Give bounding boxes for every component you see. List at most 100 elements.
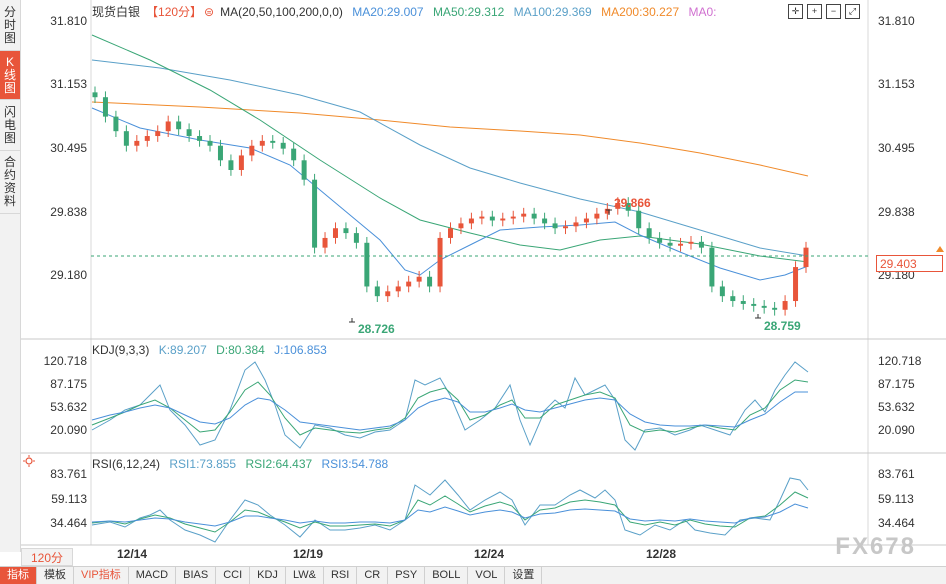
- tab-label-char: 电: [3, 117, 16, 132]
- ma50-value: MA50:29.312: [432, 5, 505, 19]
- date-label: 12/14: [117, 547, 147, 561]
- tab-settings[interactable]: 设置: [505, 567, 543, 584]
- chart-toolbar: ✛ + − ⤢: [788, 4, 860, 19]
- tab-lw[interactable]: LW&: [286, 567, 324, 584]
- settings-sun-icon: [23, 455, 35, 467]
- kdj-d-line: [91, 391, 808, 431]
- candle-body: [322, 237, 328, 248]
- tab-label-char: 线: [3, 67, 16, 82]
- high-annotation: 29.866: [614, 196, 651, 210]
- crosshair-icon[interactable]: ✛: [788, 4, 803, 19]
- candle-body: [594, 213, 600, 219]
- tab-label-char: 合: [3, 155, 16, 169]
- ma-params: MA(20,50,100,200,0,0): [220, 5, 343, 19]
- candle-body: [343, 228, 349, 234]
- candle-body: [479, 216, 485, 219]
- kdj-legend: KDJ(9,3,3) K:89.207 D:80.384 J:106.853: [92, 343, 333, 357]
- left-tab-bar: 分 时 图 K 线 图 闪 电 图 合 约 资 料: [0, 0, 21, 552]
- price-tick: 31.153: [50, 77, 87, 91]
- period-label[interactable]: 【120分】: [146, 5, 203, 19]
- candle-body: [259, 140, 265, 146]
- tab-cr[interactable]: CR: [357, 567, 389, 584]
- candle-body: [186, 129, 192, 137]
- ma20-line: [91, 107, 809, 281]
- rsi-tick: 59.113: [51, 492, 87, 506]
- price-tick: 30.495: [878, 141, 915, 155]
- candle-body: [217, 145, 223, 161]
- candle-body: [427, 276, 433, 287]
- candle-body: [709, 247, 715, 287]
- annotations: 29.866 28.726 28.759: [349, 196, 801, 336]
- instrument-name: 现货白银: [92, 5, 141, 19]
- kdj-tick: 53.632: [878, 400, 915, 414]
- tab-kline[interactable]: K 线 图: [0, 51, 20, 100]
- fullscreen-icon[interactable]: ⤢: [845, 4, 860, 19]
- tab-flash-chart[interactable]: 闪 电 图: [0, 100, 20, 151]
- candle-body: [197, 136, 203, 141]
- price-tick: 31.810: [878, 14, 915, 28]
- price-tick: 29.838: [878, 205, 915, 219]
- period-selector-button[interactable]: 120分: [21, 548, 73, 566]
- tab-label-char: 图: [3, 130, 16, 145]
- candle-body: [332, 228, 338, 238]
- tab-label-char: K: [5, 54, 14, 69]
- tab-template[interactable]: 模板: [37, 567, 74, 584]
- ma20-value: MA20:29.007: [352, 5, 424, 19]
- ma100-line: [91, 59, 809, 257]
- candle-body: [740, 301, 746, 304]
- tab-psy[interactable]: PSY: [388, 567, 426, 584]
- ma-lines: [91, 34, 809, 281]
- candle-body: [636, 210, 642, 229]
- candle-body: [207, 140, 213, 146]
- tab-time-sharing[interactable]: 分 时 图: [0, 0, 20, 51]
- rsi-tick: 59.113: [878, 492, 914, 506]
- candle-body: [364, 242, 370, 287]
- tab-label-char: 闪: [3, 104, 16, 119]
- candle-body: [531, 213, 537, 219]
- candle-body: [458, 223, 464, 229]
- candle-body: [657, 237, 663, 243]
- candle-body: [353, 233, 359, 243]
- tab-label-char: 分: [3, 4, 16, 19]
- low-annotation-2: 28.759: [764, 319, 801, 333]
- candle-body: [604, 208, 610, 214]
- price-tick: 30.495: [50, 141, 87, 155]
- kdj-k-line: [91, 379, 809, 436]
- rsi-legend: RSI(6,12,24) RSI1:73.855 RSI2:64.437 RSI…: [92, 457, 394, 471]
- date-label: 12/24: [474, 547, 504, 561]
- tab-contract-info[interactable]: 合 约 资 料: [0, 151, 20, 214]
- refresh-icon[interactable]: ⊜: [204, 5, 215, 19]
- candle-body: [416, 276, 422, 282]
- candle-body: [155, 131, 161, 137]
- date-label: 12/28: [646, 547, 676, 561]
- tab-kdj[interactable]: KDJ: [250, 567, 286, 584]
- candle-body: [448, 228, 453, 238]
- tab-macd[interactable]: MACD: [129, 567, 177, 584]
- tab-label-char: 图: [3, 30, 16, 45]
- zoom-in-icon[interactable]: +: [807, 4, 822, 19]
- kline-chart[interactable]: 31.810 31.153 30.495 29.838 29.180 31.81…: [0, 0, 946, 566]
- tab-bias[interactable]: BIAS: [176, 567, 217, 584]
- rsi-name: RSI(6,12,24): [92, 457, 161, 471]
- candle-body: [468, 218, 474, 224]
- kdj-k-value: K:89.207: [158, 343, 207, 357]
- tab-label-char: 约: [3, 168, 16, 182]
- kdj-tick: 87.175: [878, 377, 915, 391]
- tab-boll[interactable]: BOLL: [425, 567, 469, 584]
- tab-rsi[interactable]: RSI: [324, 567, 358, 584]
- candle-body: [144, 136, 150, 141]
- ma200-line: [91, 101, 809, 177]
- tab-label-char: 时: [3, 17, 16, 32]
- price-tick: 31.153: [878, 77, 915, 91]
- tab-cci[interactable]: CCI: [216, 567, 251, 584]
- tab-vip-indicator[interactable]: VIP指标: [74, 567, 129, 584]
- candle-body: [291, 148, 297, 161]
- kdj-lines: [91, 361, 809, 451]
- candle-body: [542, 218, 548, 224]
- candle-body: [667, 242, 673, 246]
- price-tick: 31.810: [50, 14, 87, 28]
- zoom-out-icon[interactable]: −: [826, 4, 841, 19]
- tab-indicator[interactable]: 指标: [0, 567, 37, 584]
- rsi-tick: 83.761: [50, 467, 87, 481]
- tab-vol[interactable]: VOL: [468, 567, 506, 584]
